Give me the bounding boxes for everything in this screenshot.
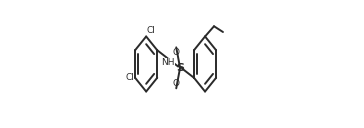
Text: O: O xyxy=(173,48,180,57)
Text: Cl: Cl xyxy=(147,26,156,35)
Text: NH: NH xyxy=(161,58,174,67)
Text: Cl: Cl xyxy=(126,73,134,82)
Text: O: O xyxy=(173,79,180,88)
Text: S: S xyxy=(176,63,184,73)
